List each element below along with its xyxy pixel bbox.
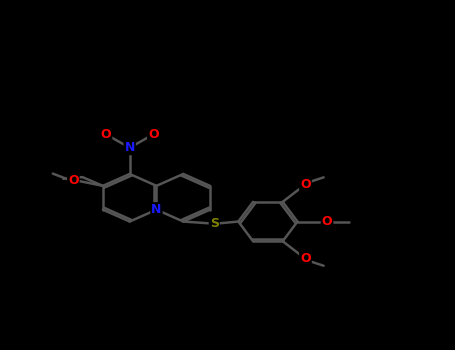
Text: S: S	[210, 217, 219, 230]
Text: O: O	[322, 215, 332, 228]
Text: O: O	[148, 128, 159, 141]
Text: N: N	[151, 203, 162, 216]
Text: N: N	[125, 141, 135, 154]
Text: O: O	[101, 128, 111, 141]
Text: O: O	[300, 178, 311, 191]
Text: O: O	[300, 252, 311, 265]
Text: O: O	[68, 174, 79, 187]
